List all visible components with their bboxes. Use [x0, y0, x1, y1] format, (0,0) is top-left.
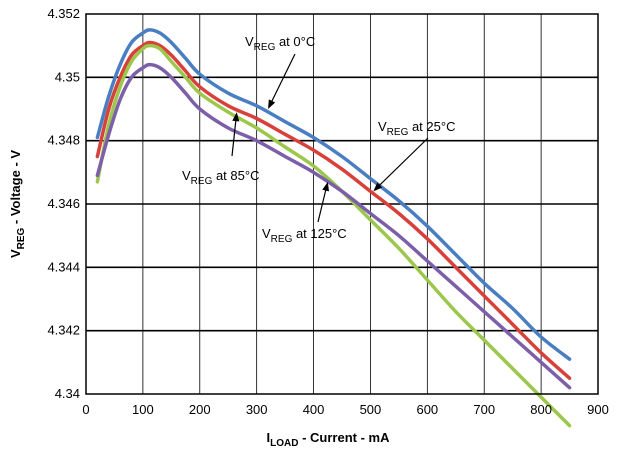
- x-tick-label: 800: [530, 402, 552, 417]
- series-line-85c: [95, 43, 572, 428]
- x-tick-label: 400: [303, 402, 325, 417]
- y-tick-labels: 4.34 4.342 4.344 4.346 4.348 4.35 4.352: [47, 6, 80, 401]
- annotation-label-125c: VREG at 125°C: [262, 226, 347, 245]
- y-tick-label: 4.35: [55, 69, 80, 84]
- series-line-125c: [95, 62, 572, 390]
- x-tick-label: 200: [189, 402, 211, 417]
- series-lines: [95, 28, 572, 428]
- annotation-label-85c: VREG at 85°C: [182, 168, 259, 187]
- series-line-0c: [95, 28, 572, 361]
- y-tick-label: 4.34: [55, 386, 80, 401]
- annotation-arrowhead: [268, 99, 276, 109]
- x-tick-label: 900: [587, 402, 609, 417]
- annotation-arrow-line: [377, 137, 429, 188]
- annotation-arrowhead: [373, 182, 383, 192]
- y-axis-title: VREG - Voltage - V: [8, 150, 27, 258]
- y-tick-label: 4.344: [47, 259, 80, 274]
- x-tick-label: 500: [360, 402, 382, 417]
- x-tick-label: 100: [132, 402, 154, 417]
- x-tick-label: 600: [416, 402, 438, 417]
- x-axis-title: ILOAD - Current - mA: [267, 430, 391, 449]
- annotation-arrow-line: [270, 53, 296, 104]
- annotation-arrowhead: [322, 181, 330, 192]
- grid: [86, 14, 598, 394]
- annotations: VREG at 0°C VREG at 25°C VREG at 85°C VREG …: [182, 34, 455, 245]
- y-tick-label: 4.346: [47, 196, 80, 211]
- plot-frame: [85, 13, 599, 395]
- annotation-arrow-line: [317, 187, 327, 223]
- x-tick-labels: 0 100 200 300 400 500 600 700 800 900: [82, 402, 608, 417]
- x-tick-label: 0: [82, 402, 89, 417]
- y-tick-label: 4.342: [47, 323, 80, 338]
- annotation-label-25c: VREG at 25°C: [378, 119, 455, 138]
- y-tick-label: 4.348: [47, 133, 80, 148]
- annotation-arrowhead: [232, 112, 240, 122]
- annotation-label-0c: VREG at 0°C: [245, 34, 315, 53]
- y-tick-label: 4.352: [47, 6, 80, 21]
- series-line-25c: [95, 40, 572, 380]
- x-tick-label: 700: [473, 402, 495, 417]
- annotation-arrow-line: [231, 118, 237, 157]
- x-tick-label: 300: [246, 402, 268, 417]
